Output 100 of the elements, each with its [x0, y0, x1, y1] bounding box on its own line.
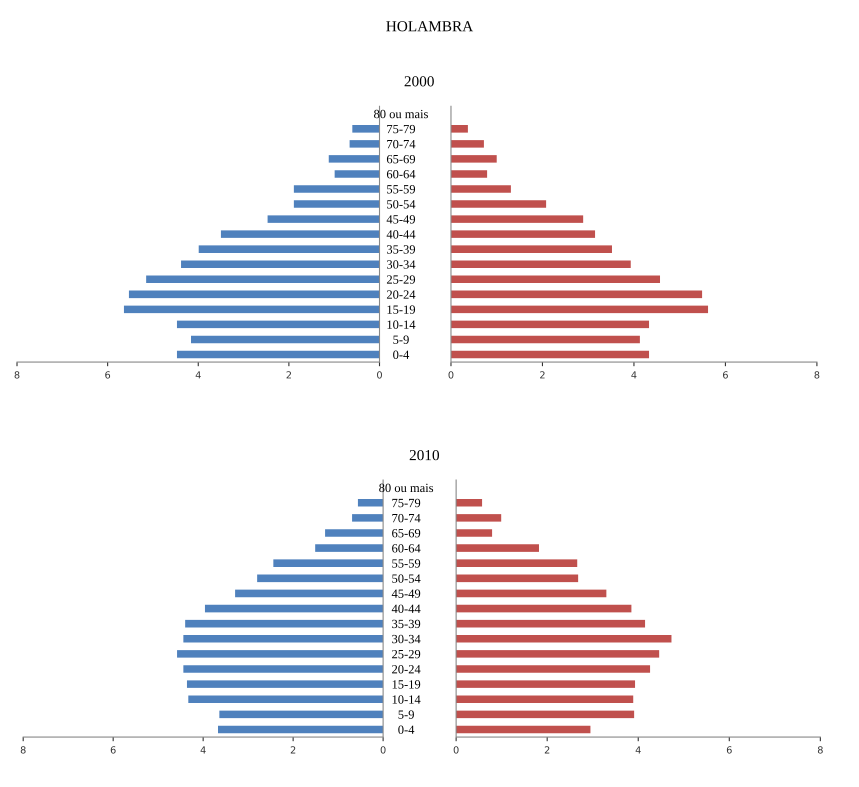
y-tick-label: 20-24	[386, 290, 416, 299]
bar	[268, 215, 380, 223]
bar	[334, 170, 380, 178]
bar	[183, 635, 384, 643]
x-tick-label: 6	[723, 371, 728, 379]
bar	[450, 350, 650, 358]
bar	[456, 620, 646, 628]
bar	[450, 170, 488, 178]
bar	[325, 529, 384, 537]
bar	[188, 695, 384, 704]
bar	[124, 306, 380, 314]
x-tick-label: 0	[377, 371, 382, 379]
y-tick-label: 15-19	[387, 305, 416, 314]
bar	[450, 185, 511, 193]
bar	[456, 590, 606, 598]
y-tick-label: 50-54	[387, 200, 416, 208]
y-tick-label: 25-29	[392, 650, 420, 658]
y-tick-label: 5-9	[393, 336, 409, 344]
x-tick-label: 2	[290, 746, 296, 754]
x-tick-label: 2	[544, 746, 550, 754]
bar	[456, 635, 672, 643]
bar	[456, 710, 634, 718]
bar	[177, 650, 384, 658]
bar	[176, 350, 380, 358]
bar	[450, 320, 650, 328]
bar	[146, 276, 380, 284]
bar	[358, 498, 384, 507]
y-tick-label: 15-19	[392, 680, 420, 689]
y-tick-label: 30-34	[386, 260, 416, 269]
y-tick-label: 40-44	[392, 604, 421, 614]
y-tick-label: 65-69	[392, 529, 420, 538]
y-tick-label: 0-4	[393, 350, 410, 359]
x-tick-label: 6	[110, 746, 116, 754]
x-tick-label: 4	[631, 371, 636, 378]
bar	[456, 559, 578, 567]
bar	[456, 514, 502, 522]
bar	[181, 260, 380, 268]
x-tick-label: 2	[286, 371, 291, 378]
bar	[450, 336, 640, 344]
x-tick-label: 4	[636, 746, 641, 754]
y-tick-label: 80 ou mais	[374, 110, 428, 118]
y-tick-label: 10-14	[392, 695, 421, 704]
bar	[294, 200, 380, 208]
bar	[257, 574, 384, 582]
bar	[176, 320, 380, 328]
bar	[350, 140, 380, 148]
y-tick-label: 35-39	[392, 620, 420, 628]
x-tick-label: 4	[196, 371, 201, 378]
y-tick-label: 65-69	[386, 154, 416, 164]
bar	[450, 140, 484, 148]
y-tick-label: 60-64	[392, 544, 421, 553]
y-tick-label: 80 ou mais	[379, 484, 434, 492]
text: HOLAMBRA	[386, 21, 474, 32]
bar	[456, 726, 590, 734]
y-tick-label: 75-79	[392, 498, 420, 508]
y-tick-label: 55-59	[392, 559, 420, 568]
bar	[450, 276, 660, 284]
x-tick-label: 8	[814, 371, 820, 379]
y-tick-label: 60-64	[386, 170, 416, 178]
bar	[450, 230, 596, 238]
x-tick-label: 0	[380, 746, 386, 754]
bar	[315, 544, 384, 552]
bar	[450, 245, 612, 253]
bar	[191, 336, 380, 344]
y-tick-label: 35-39	[386, 245, 416, 254]
y-tick-label: 70-74	[392, 514, 421, 522]
bar	[220, 230, 380, 238]
bar	[450, 260, 631, 268]
bar	[456, 680, 636, 688]
bar	[204, 604, 384, 612]
x-tick-label: 0	[454, 746, 459, 754]
y-tick-label: 55-59	[387, 185, 416, 194]
bar	[456, 529, 492, 537]
y-tick-label: 40-44	[386, 230, 416, 239]
x-tick-label: 6	[105, 371, 110, 379]
bar	[450, 155, 497, 163]
y-tick-label: 20-24	[392, 665, 421, 674]
bar	[186, 680, 384, 688]
bar	[352, 125, 380, 133]
chart-subtitle: 2010	[410, 450, 440, 460]
bar	[328, 155, 380, 163]
bar	[185, 620, 384, 628]
bar	[273, 559, 384, 567]
bar	[450, 290, 702, 298]
bar	[183, 665, 384, 673]
bar	[235, 590, 384, 598]
y-tick-label: 45-49	[386, 215, 416, 224]
x-tick-label: 4	[200, 746, 206, 754]
x-tick-label: 8	[20, 746, 26, 754]
x-tick-label: 8	[818, 746, 823, 754]
bar	[352, 514, 384, 522]
bar	[219, 710, 384, 718]
x-tick-label: 0	[448, 371, 454, 379]
bar	[198, 245, 380, 253]
bar	[450, 125, 468, 133]
bar	[450, 306, 708, 314]
bar	[456, 695, 634, 704]
bar	[218, 726, 384, 734]
x-tick-label: 8	[14, 371, 20, 379]
bar	[456, 650, 660, 658]
